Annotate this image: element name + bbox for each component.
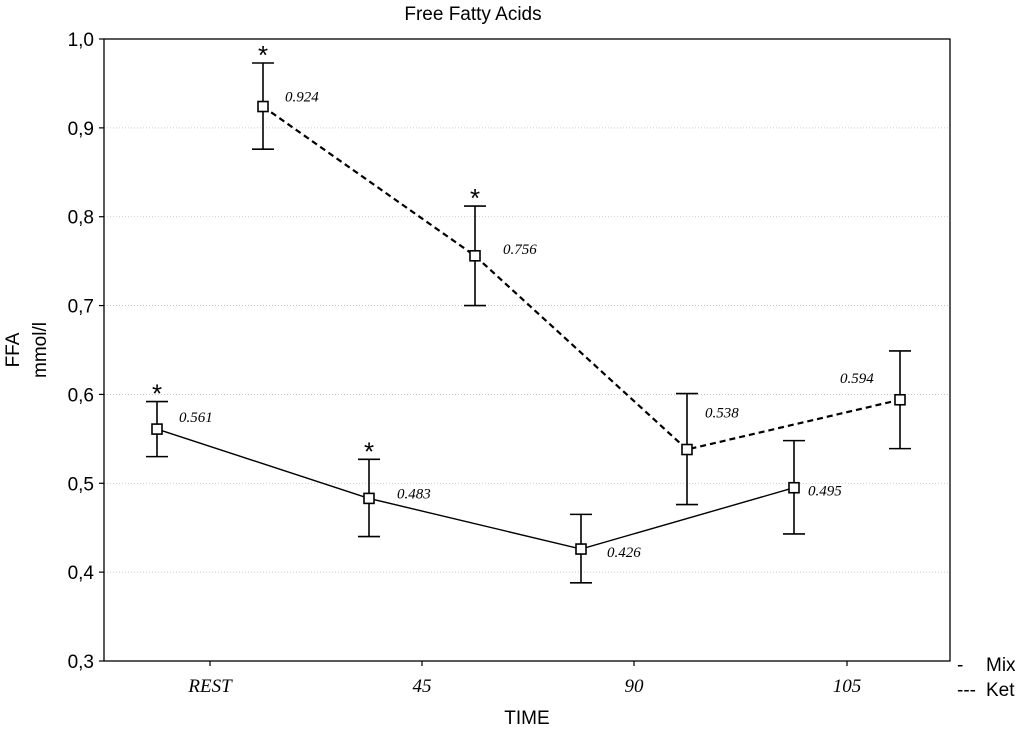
x-tick-label: REST bbox=[187, 676, 233, 697]
data-point-mix bbox=[575, 543, 587, 555]
data-label-mix: 0.495 bbox=[808, 484, 842, 500]
legend: - Mix --- Ket bbox=[957, 655, 1016, 701]
data-point-ket bbox=[257, 100, 269, 113]
data-label-ket: 0.756 bbox=[503, 242, 537, 258]
significance-star: * bbox=[152, 379, 162, 409]
legend-symbol-ket: --- bbox=[957, 680, 976, 701]
data-point-ket bbox=[894, 393, 906, 406]
grid-lines bbox=[104, 127, 950, 573]
data-point-ket bbox=[681, 443, 693, 456]
significance-star: * bbox=[258, 40, 268, 70]
y-tick-label: 0,4 bbox=[68, 563, 95, 584]
y-axis-ticks: 1,0 0,9 0,8 0,7 0,6 0,5 0,4 0,3 bbox=[68, 30, 104, 673]
legend-label-mix: Mix bbox=[986, 655, 1016, 676]
data-point-mix bbox=[151, 423, 163, 435]
series-line-mix bbox=[156, 428, 795, 550]
x-tick-label: 45 bbox=[413, 676, 432, 697]
x-axis-label: TIME bbox=[504, 708, 549, 729]
y-axis-label-line1: FFA bbox=[3, 332, 24, 367]
data-label-ket: 0.924 bbox=[285, 90, 319, 106]
marker-layer bbox=[151, 100, 906, 555]
data-point-ket bbox=[469, 250, 481, 262]
legend-label-ket: Ket bbox=[986, 680, 1015, 701]
significance-star: * bbox=[470, 183, 480, 213]
series-layer bbox=[146, 62, 911, 584]
y-axis-label-line2: mmol/l bbox=[30, 322, 51, 378]
y-tick-label: 0,5 bbox=[68, 474, 94, 495]
data-label-mix: 0.561 bbox=[179, 410, 213, 426]
series-line-ket bbox=[262, 105, 901, 451]
data-point-mix bbox=[363, 492, 375, 505]
legend-symbol-mix: - bbox=[957, 655, 963, 676]
data-label-mix: 0.483 bbox=[397, 486, 431, 502]
x-tick-label: 90 bbox=[625, 676, 645, 697]
y-tick-label: 1,0 bbox=[68, 30, 94, 51]
y-tick-label: 0,3 bbox=[68, 652, 94, 673]
plot-area-frame bbox=[103, 38, 951, 662]
y-tick-label: 0,6 bbox=[68, 385, 94, 406]
data-label-ket: 0.594 bbox=[840, 371, 874, 387]
x-axis-ticks: REST 45 90 105 bbox=[187, 661, 861, 697]
data-label-mix: 0.426 bbox=[607, 545, 641, 561]
y-tick-label: 0,9 bbox=[68, 119, 94, 140]
data-label-layer: 0.561 * 0.483 * 0.426 0.495 0.924 * 0.756 * 0.538 0… bbox=[152, 40, 874, 561]
data-label-ket: 0.538 bbox=[705, 406, 739, 422]
x-tick-label: 105 bbox=[833, 676, 862, 697]
significance-star: * bbox=[364, 436, 374, 466]
chart-title: Free Fatty Acids bbox=[404, 4, 541, 25]
y-tick-label: 0,8 bbox=[68, 208, 94, 229]
y-tick-label: 0,7 bbox=[68, 297, 94, 318]
data-point-mix bbox=[788, 481, 800, 494]
